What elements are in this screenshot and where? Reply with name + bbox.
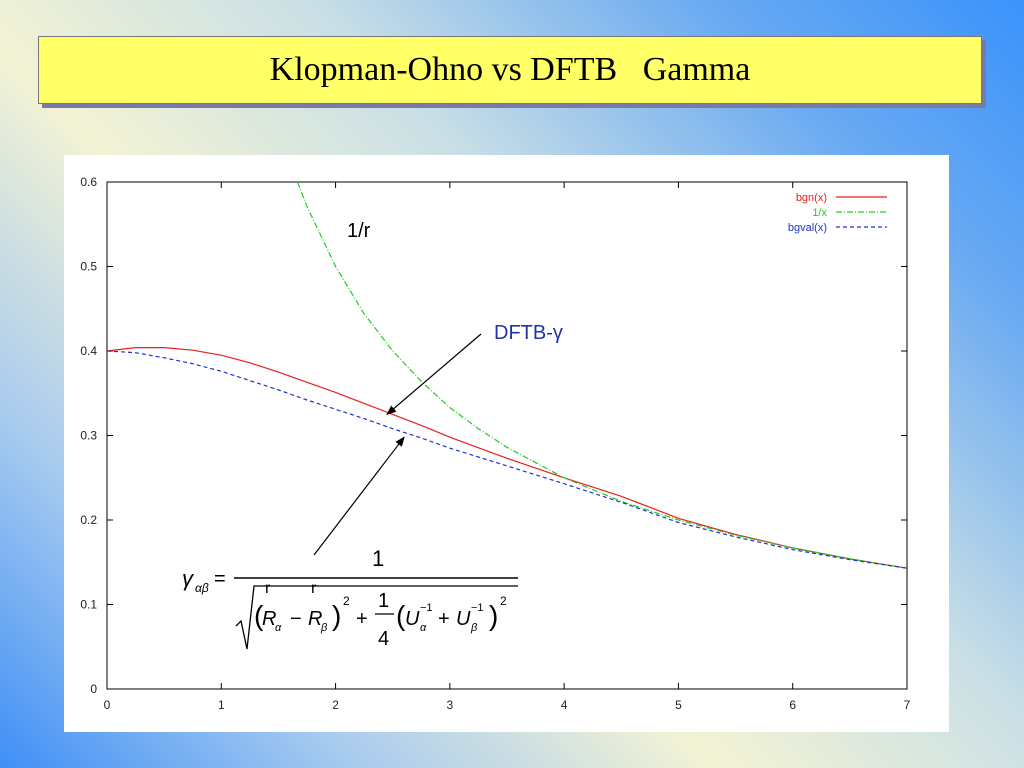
y-tick-label: 0.5 xyxy=(80,260,97,274)
y-tick-label: 0 xyxy=(90,682,97,696)
formula-gamma-symbol: γ xyxy=(182,566,195,591)
slide-title-box: Klopman-Ohno vs DFTB Gamma xyxy=(38,36,982,104)
formula-numerator: 1 xyxy=(372,546,384,571)
x-tick-label: 4 xyxy=(561,698,568,712)
formula-u-alpha: U xyxy=(405,608,420,630)
gamma-formula: γ αβ = 1 r r ( R α − R β ) 2 + 1 4 ( U −… xyxy=(182,546,518,650)
formula-square-2: 2 xyxy=(500,594,507,608)
x-tick-label: 7 xyxy=(904,698,911,712)
legend-label: 1/x xyxy=(812,207,827,219)
legend-label: bgval(x) xyxy=(788,222,827,234)
plot-frame xyxy=(106,181,908,690)
legend-label: bgn(x) xyxy=(796,192,827,204)
x-tick-label: 0 xyxy=(104,698,111,712)
series-line-bgvalx xyxy=(106,350,908,569)
formula-vec-r2: r xyxy=(311,580,317,597)
formula-inv-alpha: −1 xyxy=(420,602,433,614)
arrow-to-dftb-curve xyxy=(386,333,482,416)
y-tick-label: 0.6 xyxy=(80,175,97,189)
x-tick-label: 1 xyxy=(218,698,225,712)
formula-minus: − xyxy=(290,608,302,630)
formula-u-sub-beta: β xyxy=(470,622,478,634)
y-tick-label: 0.2 xyxy=(80,513,97,527)
slide-title: Klopman-Ohno vs DFTB Gamma xyxy=(269,51,751,88)
formula-square-1: 2 xyxy=(343,594,350,608)
series-layer xyxy=(106,181,908,569)
formula-plus: + xyxy=(356,608,368,630)
series-line-1x xyxy=(296,181,908,569)
y-tick-label: 0.1 xyxy=(80,598,97,612)
x-tick-label: 3 xyxy=(447,698,454,712)
x-tick-label: 2 xyxy=(332,698,339,712)
series-line-bgnx xyxy=(106,347,908,569)
formula-u-sub-alpha: α xyxy=(420,622,427,634)
formula-gamma-subscript: αβ xyxy=(195,581,209,595)
arrow-to-klopman-curve xyxy=(313,436,405,556)
formula-paren2-open: ( xyxy=(396,600,406,631)
annotations: 1/r DFTB-γ xyxy=(313,220,563,556)
formula-u-beta: U xyxy=(456,608,471,630)
formula-sqrt xyxy=(235,585,518,650)
annotation-one-over-r: 1/r xyxy=(347,220,371,242)
formula-vec-r1: r xyxy=(265,580,271,597)
formula-sub-alpha: α xyxy=(275,622,282,634)
formula-paren-open: ( xyxy=(254,600,264,631)
formula-r-beta: R xyxy=(308,608,322,630)
formula-inv-beta: −1 xyxy=(471,602,484,614)
axes-layer: 0 1 2 3 4 5 6 7 0 0.1 0.2 0.3 0.4 0.5 0.6 xyxy=(80,175,910,712)
formula-r-alpha: R xyxy=(262,608,276,630)
legend: bgn(x) 1/x bgval(x) xyxy=(788,192,887,234)
formula-sub-beta: β xyxy=(320,622,328,634)
formula-quarter-den: 4 xyxy=(378,628,389,650)
formula-paren-close: ) xyxy=(332,600,341,631)
y-tick-label: 0.3 xyxy=(80,429,97,443)
formula-paren2-close: ) xyxy=(489,600,498,631)
chart-panel: 0 1 2 3 4 5 6 7 0 0.1 0.2 0.3 0.4 0.5 0.6 bgn(x) 1/x bgv… xyxy=(64,155,949,732)
formula-quarter-num: 1 xyxy=(378,590,389,612)
x-tick-label: 5 xyxy=(675,698,682,712)
formula-plus2: + xyxy=(438,608,450,630)
gamma-chart: 0 1 2 3 4 5 6 7 0 0.1 0.2 0.3 0.4 0.5 0.6 bgn(x) 1/x bgv… xyxy=(80,175,910,712)
y-tick-label: 0.4 xyxy=(80,344,97,358)
x-tick-label: 6 xyxy=(789,698,796,712)
annotation-dftb-gamma: DFTB-γ xyxy=(494,322,563,344)
formula-equals: = xyxy=(214,568,226,590)
